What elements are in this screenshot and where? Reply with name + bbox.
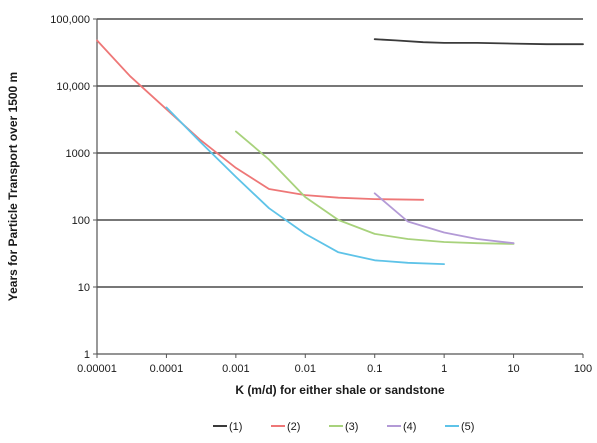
x-tick-label: 100 bbox=[574, 363, 592, 375]
legend-label-2: (2) bbox=[287, 421, 300, 433]
x-tick-label: 1 bbox=[441, 363, 447, 375]
y-tick-label: 1 bbox=[84, 349, 90, 361]
x-tick-label: 0.00001 bbox=[77, 363, 117, 375]
x-tick-label: 0.1 bbox=[367, 363, 382, 375]
y-tick-label: 10,000 bbox=[56, 81, 90, 93]
y-tick-label: 1000 bbox=[66, 148, 90, 160]
legend-label-5: (5) bbox=[461, 421, 474, 433]
legend-label-1: (1) bbox=[229, 421, 242, 433]
series-line-4 bbox=[373, 192, 515, 245]
series-line-3 bbox=[234, 130, 515, 245]
series-line-1 bbox=[373, 38, 584, 46]
y-tick-label: 100,000 bbox=[50, 14, 90, 26]
x-tick-label: 0.01 bbox=[295, 363, 316, 375]
y-tick-label: 100 bbox=[72, 215, 90, 227]
tick-labels: 1 10 100 1000 10,000 100,000 0.00001 0.0001 0.00… bbox=[50, 14, 592, 375]
legend-label-4: (4) bbox=[403, 421, 416, 433]
axes bbox=[93, 18, 584, 358]
y-axis-title: Years for Particle Transport over 1500 m bbox=[6, 72, 20, 301]
gridlines bbox=[97, 18, 583, 288]
series-line-5 bbox=[165, 106, 446, 266]
series-lines bbox=[96, 38, 584, 266]
x-tick-label: 0.0001 bbox=[150, 363, 184, 375]
x-tick-label: 0.001 bbox=[222, 363, 250, 375]
legend-label-3: (3) bbox=[345, 421, 358, 433]
series-line-2 bbox=[96, 39, 425, 201]
x-tick-label: 10 bbox=[507, 363, 519, 375]
y-tick-label: 10 bbox=[78, 282, 90, 294]
legend: (1) (2) (3) (4) (5) bbox=[213, 421, 474, 433]
x-axis-title: K (m/d) for either shale or sandstone bbox=[235, 383, 445, 397]
